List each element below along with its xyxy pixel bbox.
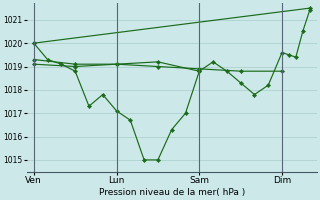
X-axis label: Pression niveau de la mer( hPa ): Pression niveau de la mer( hPa ) (99, 188, 245, 197)
